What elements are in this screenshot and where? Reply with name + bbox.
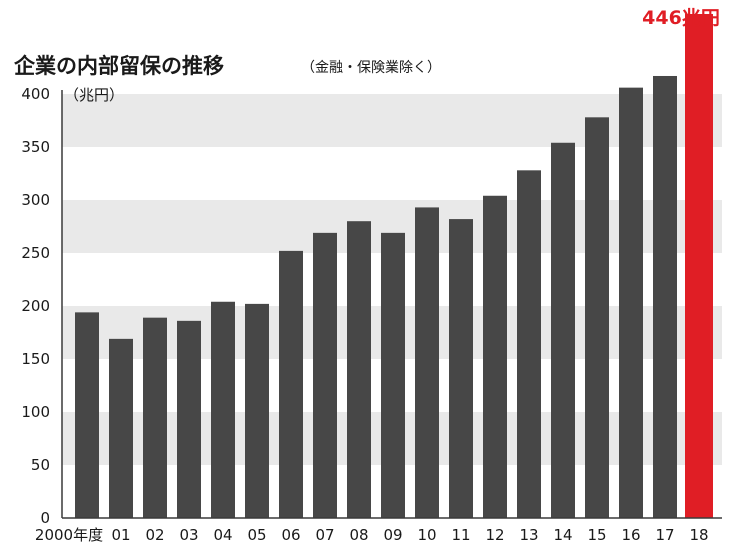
y-axis-unit: （兆円） <box>64 86 124 104</box>
bar <box>585 117 609 518</box>
x-tick-label: 15 <box>587 526 606 544</box>
chart-subtitle: （金融・保険業除く） <box>301 60 441 76</box>
bar <box>415 207 439 519</box>
highlight-label: 446兆円 <box>642 7 720 29</box>
bar <box>483 195 507 518</box>
x-tick-label: 17 <box>655 526 674 544</box>
y-tick-label: 50 <box>31 456 50 474</box>
y-tick-label: 250 <box>21 244 50 262</box>
x-tick-label: 04 <box>213 526 232 544</box>
bar <box>517 170 541 518</box>
bar <box>109 338 133 518</box>
bar <box>619 87 643 518</box>
bar <box>75 312 99 518</box>
y-tick-label: 300 <box>21 191 50 209</box>
bar <box>211 301 235 518</box>
x-tick-label: 11 <box>451 526 470 544</box>
x-tick-label: 08 <box>349 526 368 544</box>
bar <box>279 250 303 518</box>
x-tick-label: 10 <box>417 526 436 544</box>
bar <box>313 232 337 519</box>
x-tick-label: 02 <box>145 526 164 544</box>
x-tick-label: 01 <box>111 526 130 544</box>
y-tick-label: 0 <box>40 509 50 527</box>
bars <box>75 14 713 519</box>
grid-band <box>62 94 722 147</box>
x-tick-label: 2000年度 <box>35 526 103 544</box>
x-tick-label: 05 <box>247 526 266 544</box>
y-tick-label: 400 <box>21 85 50 103</box>
chart-title: 企業の内部留保の推移 <box>13 54 224 78</box>
x-tick-label: 12 <box>485 526 504 544</box>
bar <box>347 221 371 518</box>
y-tick-label: 150 <box>21 350 50 368</box>
y-tick-label: 350 <box>21 138 50 156</box>
x-tick-label: 14 <box>553 526 572 544</box>
x-tick-label: 13 <box>519 526 538 544</box>
y-tick-label: 100 <box>21 403 50 421</box>
bar <box>245 303 269 518</box>
x-tick-label: 18 <box>689 526 708 544</box>
bar <box>653 75 677 518</box>
x-tick-label: 09 <box>383 526 402 544</box>
bar <box>381 232 405 519</box>
bar <box>143 317 167 518</box>
x-tick-label: 03 <box>179 526 198 544</box>
x-tick-label: 16 <box>621 526 640 544</box>
x-tick-label: 06 <box>281 526 300 544</box>
x-axis-ticks: 2000年度 01 02 03 04 05 06 07 08 09 10 11 12 13 14 15 16 17… <box>35 526 709 544</box>
bar <box>449 219 473 518</box>
y-tick-label: 200 <box>21 297 50 315</box>
bar <box>177 320 201 518</box>
bar <box>551 142 575 518</box>
x-tick-label: 07 <box>315 526 334 544</box>
y-axis-ticks: 0 50 100 150 200 250 300 350 400 <box>21 85 50 527</box>
bar-highlight <box>685 14 713 518</box>
